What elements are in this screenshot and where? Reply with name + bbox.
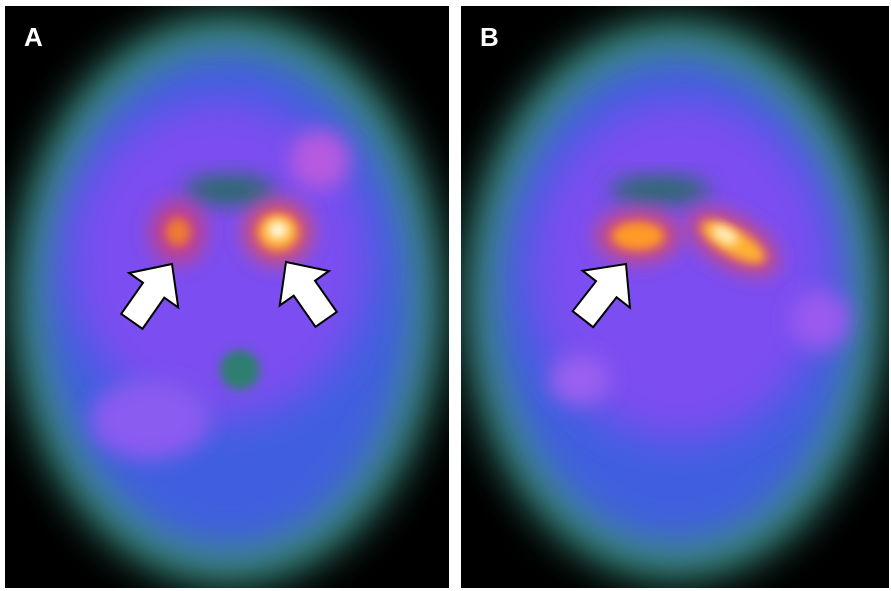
page: A B (() => { const data = JSON.parse(doc… (0, 0, 891, 591)
panel-label: B (480, 22, 499, 52)
figure: A B (0, 0, 891, 591)
panel-label: A (24, 22, 43, 52)
scan-panel-b: B (461, 6, 889, 588)
scan-panel-a: A (5, 6, 449, 588)
